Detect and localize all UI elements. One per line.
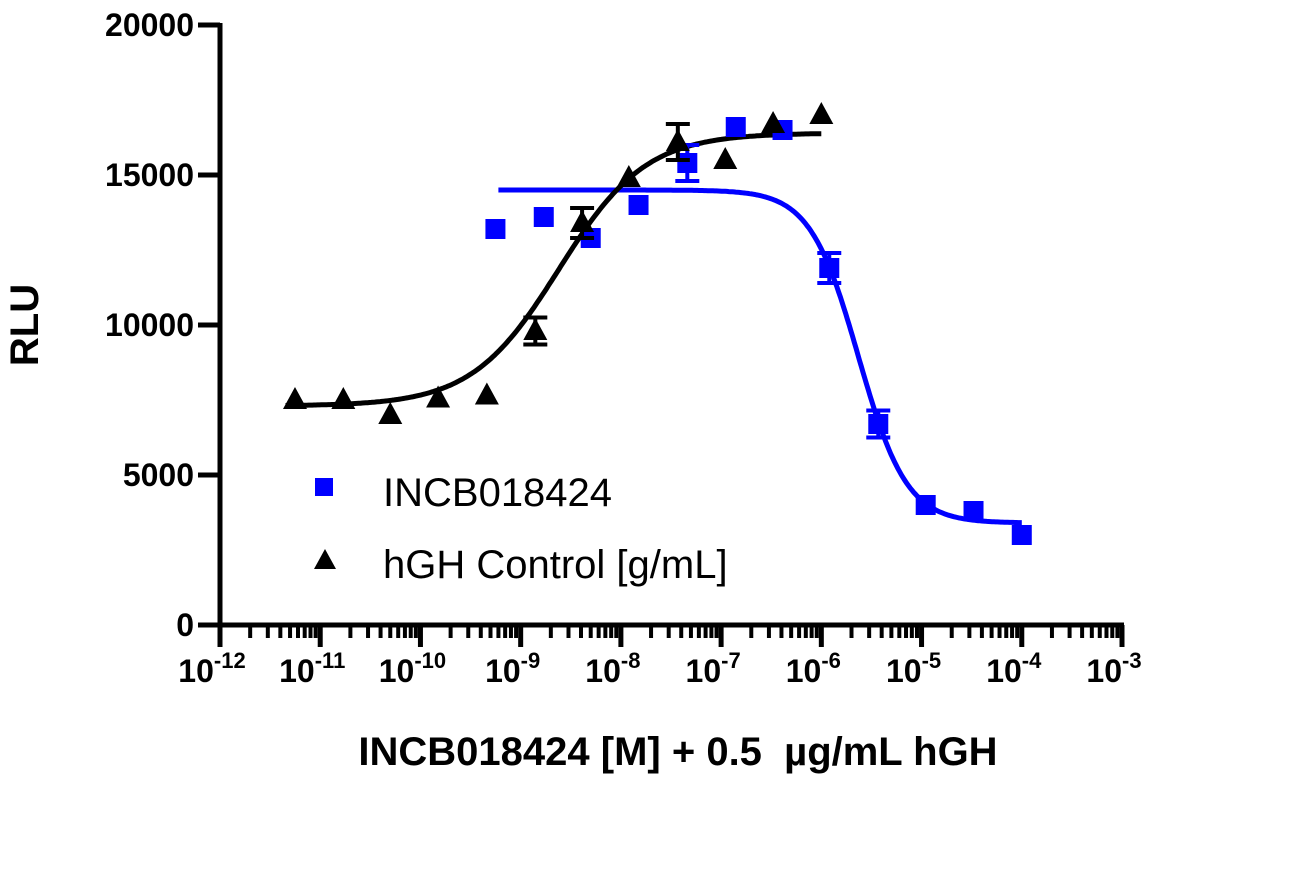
data-point-square xyxy=(725,117,746,137)
x-tick-base: 10 xyxy=(585,653,621,689)
data-point-triangle xyxy=(713,147,738,169)
data-point-triangle xyxy=(426,385,451,408)
data-point-triangle xyxy=(761,111,786,133)
x-tick-exponent: -10 xyxy=(414,648,446,673)
legend-marker-triangle xyxy=(314,549,336,569)
x-tick-exponent: -4 xyxy=(1022,648,1042,673)
x-tick-base: 10 xyxy=(986,653,1022,689)
fit-curve-hgh xyxy=(285,131,822,408)
data-point-square xyxy=(677,153,698,173)
fit-curves xyxy=(285,131,1022,526)
data-point-square xyxy=(819,258,840,278)
data-point-triangle xyxy=(809,102,834,124)
y-tick-label: 20000 xyxy=(105,7,194,43)
x-tick-exponent: -11 xyxy=(315,648,346,673)
legend: INCB018424 hGH Control [g/mL] xyxy=(314,471,728,587)
x-tick-exponent: -12 xyxy=(214,648,246,673)
data-point-square xyxy=(963,501,984,521)
x-tick-base: 10 xyxy=(686,653,722,689)
x-tick-exponent: -9 xyxy=(521,648,541,673)
x-tick-base: 10 xyxy=(786,653,822,689)
x-tick-label: 10-9 xyxy=(485,648,540,689)
data-point-triangle xyxy=(523,318,548,340)
y-tick-label: 15000 xyxy=(105,157,194,193)
x-tick-base: 10 xyxy=(886,653,922,689)
data-point-triangle xyxy=(665,129,690,151)
x-tick-label: 10-10 xyxy=(379,648,446,689)
legend-marker-square xyxy=(315,478,333,496)
data-point-triangle xyxy=(570,210,595,232)
data-point-triangle xyxy=(282,387,307,409)
x-tick-label: 10-8 xyxy=(585,648,640,689)
y-axis-label: RLU xyxy=(3,284,47,366)
data-point-square xyxy=(1011,525,1032,545)
data-point-square xyxy=(628,195,649,215)
x-tick-label: 10-12 xyxy=(178,648,245,689)
x-tick-label: 10-11 xyxy=(279,648,345,689)
x-tick-label: 10-5 xyxy=(886,648,941,689)
x-tick-exponent: -3 xyxy=(1122,648,1142,673)
y-tick-label: 5000 xyxy=(123,457,194,493)
x-tick-label: 10-3 xyxy=(1086,648,1141,689)
data-point-square xyxy=(533,207,554,227)
x-tick-label: 10-6 xyxy=(786,648,841,689)
x-tick-exponent: -5 xyxy=(922,648,942,673)
data-point-triangle xyxy=(474,382,499,405)
data-point-triangle xyxy=(331,387,356,409)
data-point-square xyxy=(485,219,506,239)
x-tick-base: 10 xyxy=(485,653,521,689)
data-point-triangle xyxy=(616,165,641,187)
y-tick-label: 0 xyxy=(176,607,194,643)
x-tick-exponent: -7 xyxy=(721,648,741,673)
data-point-square xyxy=(868,414,889,434)
data-point-triangle xyxy=(378,402,403,424)
x-tick-base: 10 xyxy=(279,653,315,689)
x-axis-label: INCB018424 [M] + 0.5 µg/mL hGH xyxy=(358,730,997,774)
data-points xyxy=(282,102,1032,545)
x-tick-label: 10-4 xyxy=(986,648,1042,689)
x-tick-base: 10 xyxy=(1086,653,1122,689)
x-tick-exponent: -6 xyxy=(821,648,841,673)
legend-label-hgh: hGH Control [g/mL] xyxy=(383,543,728,587)
data-point-square xyxy=(915,495,936,515)
x-tick-exponent: -8 xyxy=(621,648,641,673)
x-tick-base: 10 xyxy=(178,653,214,689)
x-tick-base: 10 xyxy=(379,653,415,689)
x-tick-label: 10-7 xyxy=(686,648,741,689)
legend-label-incb: INCB018424 xyxy=(383,471,612,515)
y-tick-label: 10000 xyxy=(105,307,194,343)
